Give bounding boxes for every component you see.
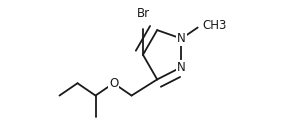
Text: O: O bbox=[109, 77, 118, 90]
Text: N: N bbox=[177, 61, 186, 74]
Text: N: N bbox=[177, 32, 186, 45]
Text: Br: Br bbox=[136, 7, 149, 20]
Text: CH3: CH3 bbox=[202, 19, 227, 32]
